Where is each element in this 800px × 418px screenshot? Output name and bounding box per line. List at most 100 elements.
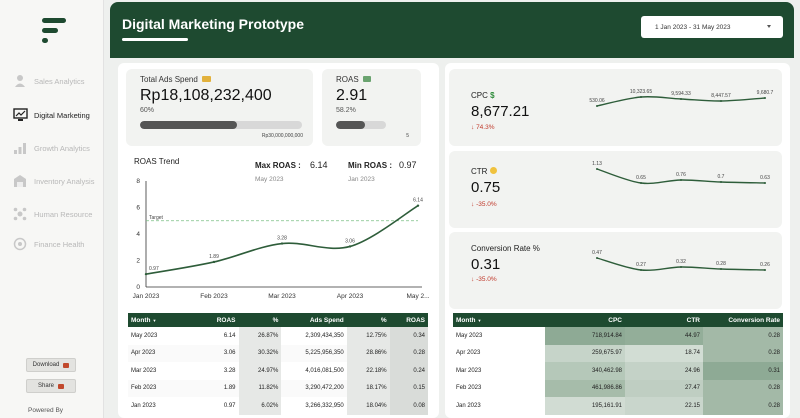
table-cell: 24.97% <box>238 362 282 380</box>
y-tick-label: 0 <box>136 284 140 291</box>
date-range-value: 1 Jan 2023 - 31 May 2023 <box>655 23 731 31</box>
sparkline-label: 0.32 <box>676 259 686 265</box>
x-tick-label: Feb 2023 <box>200 293 228 300</box>
data-label: 0.97 <box>149 266 159 272</box>
data-label: 1.89 <box>209 254 219 260</box>
table-cell: 5,225,956,350 <box>305 350 344 357</box>
col-header-month[interactable]: Month ▼ <box>453 313 545 327</box>
ctr-value: 0.75 <box>471 179 501 196</box>
sparkline-point <box>596 105 598 107</box>
sparkline-point <box>596 257 598 259</box>
cpc-value: 8,677.21 <box>471 103 530 120</box>
sidebar-item-human-resource[interactable]: Human Resource <box>12 205 102 223</box>
col-header-month[interactable]: Month ▼ <box>128 313 194 327</box>
sidebar-item-label: Inventory Analysis <box>34 176 95 186</box>
download-label: Download <box>32 362 60 368</box>
data-label: 3.06 <box>345 238 355 244</box>
sidebar-item-label: Human Resource <box>34 209 93 219</box>
table-row[interactable]: Jan 2023 195,161.91 22.15 0.28 <box>453 397 783 415</box>
table-row[interactable]: Jan 2023 0.97 6.02% 3,266,332,950 18.04% 0.08 <box>128 397 428 415</box>
down-arrow-icon: ↓ <box>471 201 477 208</box>
col-header-cpc[interactable]: CPC <box>545 313 625 327</box>
sparkline-point <box>640 269 642 271</box>
sidebar-item-sales-analytics[interactable]: Sales Analytics <box>12 72 102 90</box>
roas-pct: 58.2% <box>336 107 356 114</box>
sidebar-item-inventory-analysis[interactable]: Inventory Analysis <box>12 172 102 190</box>
people-network-icon <box>12 207 28 221</box>
table-cell: 1.89 <box>223 385 236 392</box>
sidebar-item-label: Finance Health <box>34 239 85 249</box>
ads-spend-value: Rp18,108,232,400 <box>140 87 272 104</box>
sparkline-label: 0.47 <box>592 250 602 256</box>
table-cell: 4,016,081,500 <box>305 367 344 374</box>
sparkline-point <box>764 97 766 99</box>
table-row[interactable]: Feb 2023 461,986.86 27.47 0.28 <box>453 379 783 397</box>
table-cell: Jan 2023 <box>456 402 481 409</box>
table-cell: Apr 2023 <box>456 350 481 357</box>
x-tick-label: Apr 2023 <box>337 293 364 300</box>
table-row[interactable]: May 2023 6.14 26.87% 2,309,434,350 12.75% 0.3… <box>128 327 428 345</box>
sparkline-point <box>680 98 682 100</box>
sparkline-label: 8,447.57 <box>711 93 731 99</box>
table-cell: 259,675.97 <box>545 344 625 362</box>
right-panel: CPC $ 8,677.21 ↓ 74.3% 530.06 10,323.65 9,… <box>445 63 790 418</box>
table-cell: 6.14 <box>223 332 236 339</box>
roas-card: ROAS 2.91 58.2% 5 <box>322 69 421 146</box>
y-tick-label: 2 <box>136 258 140 265</box>
table-row[interactable]: May 2023 718,914.84 44.97 0.28 <box>453 327 783 345</box>
share-button[interactable]: Share <box>26 379 76 393</box>
table-cell: 0.34 <box>389 327 428 345</box>
sidebar-item-finance-health[interactable]: Finance Health <box>12 235 102 253</box>
table-cell: 2,309,434,350 <box>305 332 344 339</box>
sidebar-item-growth-analytics[interactable]: Growth Analytics <box>12 139 102 157</box>
cpc-label: CPC <box>471 91 488 100</box>
col-header-ctr[interactable]: CTR <box>625 313 703 327</box>
sparkline-point <box>596 168 598 170</box>
sparkline-label: 0.76 <box>676 172 686 178</box>
sparkline-label: 0.26 <box>760 262 770 268</box>
sparkline-label: 9,594.33 <box>671 91 691 97</box>
col-header-conversion[interactable]: Conversion Rate <box>703 313 783 327</box>
roas-trend-title: ROAS Trend <box>134 157 180 166</box>
table-row[interactable]: Feb 2023 1.89 11.82% 3,290,472,200 18.17% 0.1… <box>128 379 428 397</box>
date-range-picker[interactable]: 1 Jan 2023 - 31 May 2023 <box>641 16 783 38</box>
table-row[interactable]: Apr 2023 259,675.97 18.74 0.28 <box>453 344 783 362</box>
sparkline-point <box>720 100 722 102</box>
cpc-change: 74.3% <box>476 124 495 131</box>
sparkline-point <box>640 182 642 184</box>
ctr-label: CTR <box>471 167 488 176</box>
share-label: Share <box>37 383 54 389</box>
roas-value: 2.91 <box>336 87 368 104</box>
col-header-roas-2[interactable]: ROAS <box>389 313 428 327</box>
table-cell: Feb 2023 <box>456 385 482 392</box>
table-cell: 12.75% <box>346 327 390 345</box>
roas-table: Month ▼ ROAS % Ads Spend % ROAS May 2023 6… <box>128 313 428 415</box>
x-tick-label: May 2... <box>406 293 429 300</box>
col-header-roas[interactable]: ROAS <box>193 313 239 327</box>
table-row[interactable]: Apr 2023 3.06 30.32% 5,225,956,350 28.86% 0.2… <box>128 344 428 362</box>
header-bar: Digital Marketing Prototype 1 Jan 2023 -… <box>110 2 794 58</box>
download-button[interactable]: Download <box>26 358 76 372</box>
table-cell: Mar 2023 <box>131 367 157 374</box>
sidebar: Sales Analytics Digital Marketing Growth… <box>0 0 104 418</box>
table-cell: 0.28 <box>703 379 783 397</box>
table-row[interactable]: Mar 2023 3.28 24.97% 4,016,081,500 22.18% 0.2… <box>128 362 428 380</box>
col-header-roas-pct[interactable]: % <box>238 313 282 327</box>
table-cell: 0.08 <box>389 397 428 415</box>
conversion-sparkline: 0.47 0.27 0.32 0.28 0.26 <box>592 250 770 272</box>
col-header-ads-spend[interactable]: Ads Spend <box>281 313 347 327</box>
ads-spend-progress-fill <box>140 121 238 129</box>
table-cell: 26.87% <box>238 327 282 345</box>
data-label: 3.28 <box>277 236 287 242</box>
ads-spend-label: Total Ads Spend <box>140 75 198 84</box>
sidebar-item-digital-marketing[interactable]: Digital Marketing <box>12 106 102 124</box>
down-arrow-icon: ↓ <box>471 276 477 283</box>
table-row[interactable]: Mar 2023 340,462.98 24.96 0.31 <box>453 362 783 380</box>
sidebar-item-label: Digital Marketing <box>34 110 90 120</box>
target-label: Target <box>149 215 164 221</box>
share-icon <box>58 383 64 389</box>
y-tick-label: 4 <box>136 231 140 238</box>
dollar-icon: $ <box>490 91 495 100</box>
ctr-card: CTR 0.75 ↓ -35.0% 1.13 0.65 0.76 0.7 0.63 <box>449 151 782 228</box>
col-header-spend-pct[interactable]: % <box>346 313 390 327</box>
